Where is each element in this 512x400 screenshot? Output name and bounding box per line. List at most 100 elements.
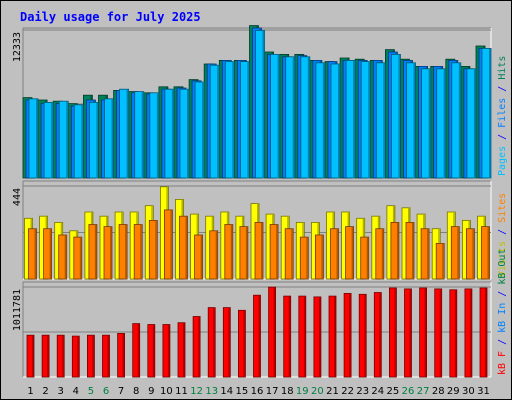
legend-entry: kB F	[497, 351, 508, 375]
bar-shadow	[232, 61, 234, 178]
x-label-day-15: 15	[236, 386, 249, 397]
bar-pages-day-16	[255, 29, 265, 179]
bar-pages-day-25	[390, 54, 401, 179]
x-label-day-2: 2	[42, 386, 48, 397]
legend-entry: /	[497, 285, 508, 303]
bar-shadow	[141, 91, 144, 178]
bar-shadow	[49, 228, 52, 279]
bar-kb-f-day-9	[147, 324, 156, 378]
bar-shadow	[107, 335, 109, 377]
bar-shadow	[64, 235, 67, 279]
bar-shadow	[62, 335, 64, 377]
bar-kb-f-day-29	[449, 289, 458, 378]
legend-entry: Files	[497, 98, 508, 128]
bar-shadow	[306, 237, 308, 279]
bar-shadow	[458, 62, 461, 178]
bar-shadow	[489, 48, 491, 179]
bar-shadow	[336, 228, 338, 279]
bar-shadow	[185, 216, 187, 279]
bar-shadow	[394, 288, 396, 377]
bar-shadow	[47, 335, 49, 377]
bar-shadow	[383, 62, 385, 178]
x-label-day-10: 10	[160, 386, 173, 397]
legend-entry: /	[497, 128, 508, 146]
bar-shadow	[66, 101, 68, 178]
bar-pages-day-17	[270, 54, 281, 179]
bar-kb-f-day-23	[358, 293, 367, 378]
bar-shadow	[258, 295, 260, 377]
bar-shadow	[424, 288, 427, 377]
bar-pages-day-31	[481, 48, 492, 179]
bar-kb-f-day-28	[434, 288, 443, 378]
series-sites	[28, 209, 490, 280]
bar-kb-f-day-21	[328, 295, 337, 378]
series-pages	[28, 29, 492, 179]
bar-shadow	[379, 292, 381, 377]
bar-shadow	[349, 293, 351, 377]
bar-sites-day-9	[148, 219, 158, 280]
bar-shadow	[261, 222, 263, 279]
bar-shadow	[94, 224, 97, 279]
x-label-day-27: 27	[417, 386, 430, 397]
bar-shadow	[485, 288, 487, 377]
bar-kb-f-day-12	[192, 316, 201, 378]
x-label-day-6: 6	[103, 386, 109, 397]
x-label-day-22: 22	[341, 386, 354, 397]
bar-shadow	[292, 56, 295, 178]
bar-pages-day-4	[73, 104, 84, 179]
bar-sites-day-16	[254, 221, 264, 280]
bar-shadow	[396, 222, 399, 279]
bar-shadow	[110, 226, 112, 279]
x-label-day-4: 4	[73, 386, 79, 397]
bar-kb-f-day-26	[404, 288, 412, 378]
bar-pages-day-19	[300, 56, 311, 179]
x-label-day-30: 30	[462, 386, 475, 397]
bar-shadow	[92, 335, 94, 377]
x-label-day-23: 23	[356, 386, 369, 397]
bar-pages-day-7	[119, 88, 129, 179]
bar-kb-f-day-19	[298, 295, 307, 378]
bar-shadow	[318, 296, 321, 377]
bar-sites-day-19	[299, 236, 309, 280]
bar-shadow	[215, 230, 218, 279]
bar-pages-day-15	[239, 61, 250, 179]
bar-sites-day-30	[465, 228, 475, 280]
bar-pages-day-24	[375, 62, 386, 179]
bar-pages-day-10	[164, 88, 175, 179]
bar-shadow	[51, 102, 53, 178]
bar-shadow	[366, 237, 369, 279]
series-kb-f	[26, 286, 488, 378]
bar-kb-f-day-4	[71, 335, 80, 378]
bar-sites-day-4	[73, 236, 83, 280]
bar-sites-day-7	[118, 224, 128, 280]
bar-sites-day-1	[28, 228, 37, 280]
bar-sites-day-26	[405, 221, 415, 280]
bar-shadow	[155, 220, 157, 279]
x-label-day-12: 12	[190, 386, 203, 397]
bar-sites-day-2	[43, 228, 52, 280]
bar-shadow	[473, 68, 476, 178]
bar-pages-day-29	[451, 62, 462, 179]
bar-pages-day-21	[330, 63, 341, 179]
y-axis-max-label: 12333	[12, 32, 23, 62]
x-label-day-26: 26	[402, 386, 415, 397]
bar-shadow	[152, 324, 155, 377]
bar-shadow	[398, 54, 400, 178]
bar-sites-day-22	[345, 226, 355, 280]
bar-shadow	[171, 89, 174, 178]
x-label-day-14: 14	[220, 386, 233, 397]
bar-shadow	[213, 307, 215, 377]
x-label-day-3: 3	[58, 386, 64, 397]
bar-shadow	[137, 323, 140, 377]
bar-sites-day-8	[133, 224, 143, 280]
bar-pages-day-13	[209, 64, 220, 179]
bar-shadow	[288, 296, 291, 377]
bar-shadow	[198, 316, 200, 377]
bar-shadow	[291, 228, 293, 279]
bar-pages-day-26	[406, 62, 416, 179]
bar-shadow	[247, 61, 249, 178]
bar-pages-day-30	[466, 68, 477, 179]
x-label-day-16: 16	[251, 386, 264, 397]
x-label-day-25: 25	[387, 386, 400, 397]
